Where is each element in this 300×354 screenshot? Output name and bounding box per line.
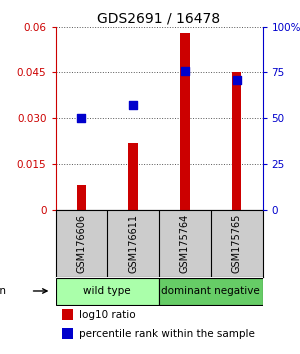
Text: percentile rank within the sample: percentile rank within the sample bbox=[79, 329, 255, 339]
Bar bbox=[180, 33, 190, 210]
Text: strain: strain bbox=[0, 286, 7, 296]
Text: dominant negative: dominant negative bbox=[161, 286, 260, 296]
Bar bbox=[159, 278, 262, 305]
Point bbox=[131, 103, 136, 108]
Bar bbox=[128, 143, 138, 210]
Text: wild type: wild type bbox=[83, 286, 131, 296]
Bar bbox=[62, 329, 73, 339]
Text: GSM175764: GSM175764 bbox=[180, 214, 190, 273]
Bar bbox=[77, 185, 86, 210]
Text: GSM176606: GSM176606 bbox=[76, 214, 86, 273]
Text: log10 ratio: log10 ratio bbox=[79, 309, 136, 320]
Bar bbox=[56, 278, 159, 305]
Text: GSM176611: GSM176611 bbox=[128, 214, 138, 273]
Bar bbox=[232, 72, 241, 210]
Bar bbox=[62, 309, 73, 320]
Text: GSM175765: GSM175765 bbox=[232, 213, 242, 273]
Title: GDS2691 / 16478: GDS2691 / 16478 bbox=[98, 11, 220, 25]
Point bbox=[79, 115, 84, 121]
Point bbox=[234, 77, 239, 82]
Point bbox=[182, 68, 187, 73]
